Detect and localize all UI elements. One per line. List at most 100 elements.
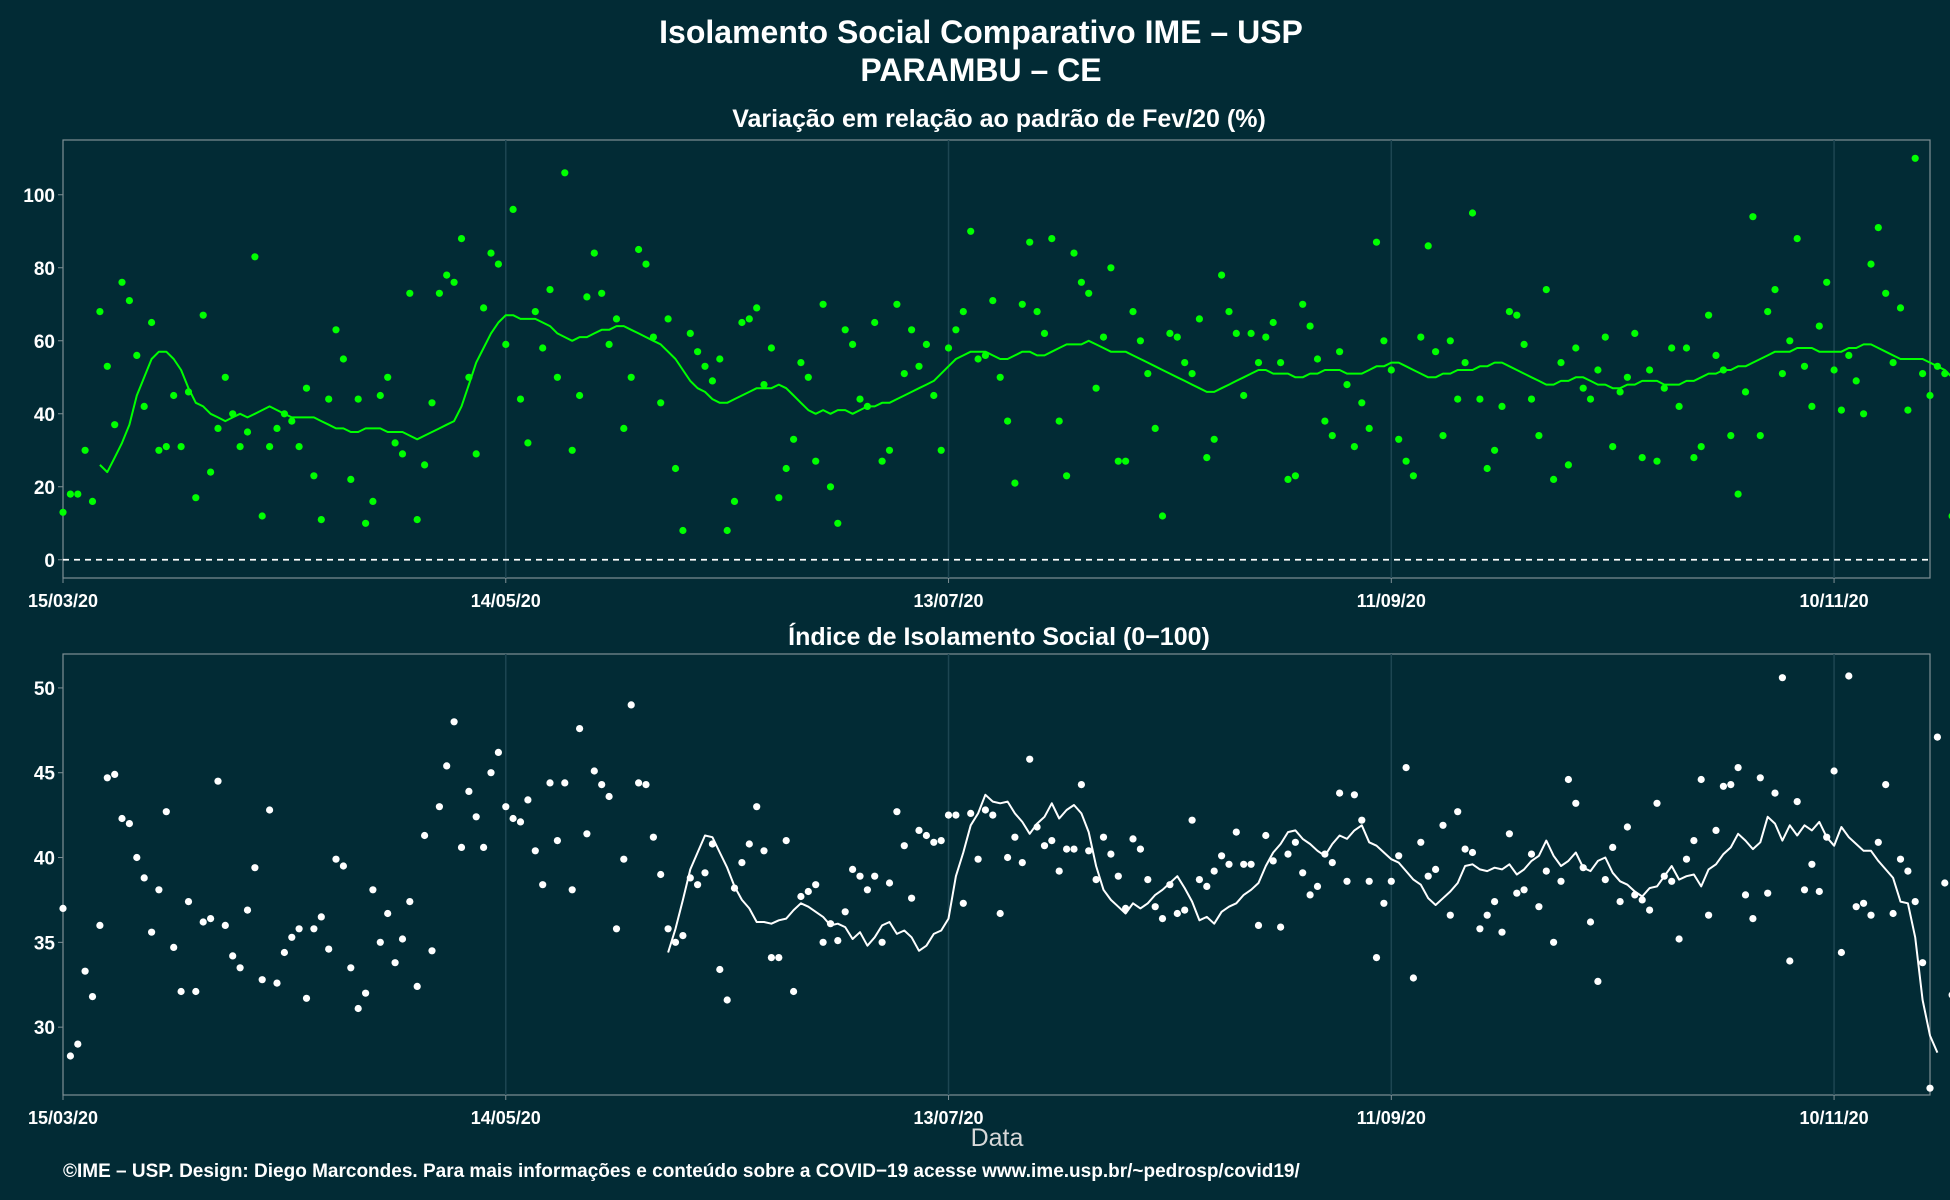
variation-data-point xyxy=(1328,432,1336,440)
isolation-index-panel: 15/03/20 14/05/20 13/07/20 11/09/20 10/11/20… xyxy=(28,653,1950,1128)
variation-data-point xyxy=(1793,235,1801,243)
index-data-point xyxy=(871,872,879,880)
variation-data-point xyxy=(1904,406,1912,414)
index-data-point xyxy=(133,853,141,862)
index-data-point xyxy=(362,989,370,997)
index-data-point xyxy=(716,965,724,974)
index-data-point xyxy=(723,996,731,1004)
variation-data-point xyxy=(635,245,643,254)
index-data-point xyxy=(457,843,466,852)
index-data-point xyxy=(1166,881,1174,889)
index-data-point xyxy=(494,748,502,757)
variation-data-point xyxy=(568,446,576,454)
variation-data-point xyxy=(1417,333,1425,341)
variation-data-point xyxy=(1454,395,1462,403)
index-data-point xyxy=(1579,864,1587,872)
index-data-point xyxy=(1107,850,1115,858)
index-data-point xyxy=(354,1004,362,1013)
variation-data-point xyxy=(516,395,525,403)
index-data-point xyxy=(649,833,658,841)
variation-data-point xyxy=(118,278,126,286)
index-x-tick-label: 11/09/20 xyxy=(1357,1108,1426,1128)
index-y-tick-label: 45 xyxy=(34,764,56,785)
variation-data-point xyxy=(1926,391,1934,400)
variation-data-point xyxy=(140,402,148,410)
variation-data-point xyxy=(443,271,451,279)
variation-data-point xyxy=(790,435,798,443)
variation-data-point xyxy=(546,286,554,294)
index-data-point xyxy=(576,725,584,733)
variation-data-point xyxy=(1240,391,1248,400)
index-data-point xyxy=(1151,903,1159,911)
variation-data-point xyxy=(1432,348,1440,356)
index-data-point xyxy=(192,987,200,996)
index-data-point xyxy=(74,1040,82,1048)
index-data-point xyxy=(1572,799,1580,807)
variation-data-point xyxy=(694,348,702,356)
index-data-point xyxy=(1409,974,1417,982)
variation-data-point xyxy=(775,494,783,502)
variation-data-point xyxy=(1896,304,1905,312)
index-data-point xyxy=(1439,821,1447,829)
variation-data-point xyxy=(1210,435,1218,443)
index-data-point xyxy=(1210,867,1218,875)
index-data-point xyxy=(1055,867,1063,875)
index-data-point xyxy=(1815,887,1823,896)
variation-data-point xyxy=(362,519,370,527)
index-data-point xyxy=(1800,886,1809,894)
variation-data-point xyxy=(878,457,886,465)
index-data-point xyxy=(834,937,842,945)
index-data-point xyxy=(686,874,694,882)
index-data-point xyxy=(1099,833,1108,841)
variation-data-point xyxy=(834,519,842,527)
variation-data-point xyxy=(1815,322,1823,330)
index-data-point xyxy=(664,925,672,933)
variation-moving-average-line xyxy=(99,314,1950,474)
variation-data-point xyxy=(590,249,598,257)
variation-data-point xyxy=(1343,381,1351,389)
index-data-point xyxy=(568,886,576,894)
index-data-point xyxy=(251,864,259,872)
variation-data-point xyxy=(148,318,156,327)
variation-data-point xyxy=(1099,333,1108,341)
index-data-point xyxy=(1867,911,1875,919)
index-data-point xyxy=(1063,845,1071,853)
index-data-point xyxy=(1874,838,1882,846)
index-x-tick-label: 13/07/20 xyxy=(913,1108,983,1128)
variation-data-point xyxy=(959,308,967,316)
index-data-point xyxy=(981,806,990,814)
variation-data-point xyxy=(1919,370,1927,378)
index-data-point xyxy=(1697,775,1705,784)
index-data-point xyxy=(111,770,119,779)
index-data-point xyxy=(325,945,333,953)
variation-data-point xyxy=(745,315,753,323)
variation-data-point xyxy=(1122,457,1130,465)
variation-data-point xyxy=(1941,370,1949,378)
variation-data-point xyxy=(88,497,97,505)
variation-data-point xyxy=(339,355,347,363)
index-data-point xyxy=(1306,891,1314,899)
variation-data-point xyxy=(266,443,274,451)
index-x-tick-label: 10/11/20 xyxy=(1800,1108,1869,1128)
index-data-point xyxy=(1365,877,1373,885)
variation-data-point xyxy=(1756,432,1764,440)
variation-data-point xyxy=(1741,388,1750,396)
variation-data-point xyxy=(1874,224,1882,232)
index-data-point xyxy=(1882,781,1890,789)
index-data-point xyxy=(730,884,739,892)
variation-data-point xyxy=(302,384,311,392)
index-data-point xyxy=(1712,826,1720,835)
variation-data-point xyxy=(1690,454,1698,462)
variation-data-point xyxy=(561,169,569,177)
variation-data-point xyxy=(258,512,266,520)
index-y-tick-label: 35 xyxy=(34,933,56,954)
variation-data-point xyxy=(1638,454,1646,462)
variation-data-point xyxy=(236,443,244,451)
variation-data-point xyxy=(1631,329,1639,337)
index-data-point xyxy=(1535,903,1543,911)
index-moving-average-line xyxy=(667,793,1939,1053)
variation-data-point xyxy=(1129,308,1137,316)
index-data-point xyxy=(1358,816,1366,824)
index-data-point xyxy=(642,781,650,789)
variation-data-point xyxy=(539,344,547,352)
